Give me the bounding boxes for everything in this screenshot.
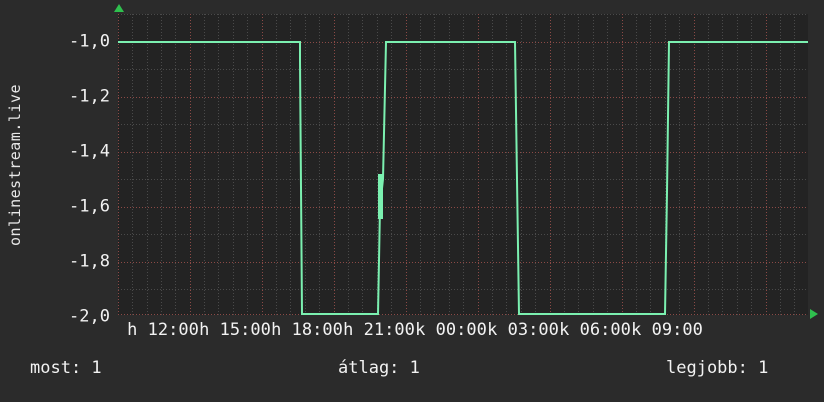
y-tick-label: -1,6 <box>69 196 110 217</box>
y-axis-title-text: onlinestream.live <box>6 83 24 247</box>
stat-average: átlag: 1 <box>338 358 420 378</box>
x-tick-label: h 15:00 <box>199 320 271 340</box>
x-axis-tick-labels: h 12:00 h 15:00 h 18:00 h 21:00 k 00:00 … <box>0 320 824 344</box>
y-tick-label: -1,0 <box>69 31 110 52</box>
y-tick-label: -1,4 <box>69 141 110 162</box>
y-tick-label: -1,2 <box>69 86 110 107</box>
x-tick-label: k 09:00 <box>631 320 703 340</box>
stats-row: most: 1 átlag: 1 legjobb: 1 <box>0 358 824 388</box>
y-tick-label: -2,0 <box>69 306 110 327</box>
x-tick-label: k 06:00 <box>559 320 631 340</box>
y-tick-label: -1,8 <box>69 251 110 272</box>
y-axis-title: onlinestream.live <box>0 0 30 330</box>
data-series-line <box>118 41 808 315</box>
x-tick-label: h 12:00 <box>127 320 199 340</box>
stat-best: legjobb: 1 <box>666 358 769 378</box>
triangle-up-icon <box>114 4 124 12</box>
y-axis-tick-labels: -1,0 -1,2 -1,4 -1,6 -1,8 -2,0 <box>36 14 110 325</box>
x-tick-label: h 18:00 <box>271 320 343 340</box>
plot-area[interactable] <box>118 14 808 315</box>
stat-current: most: 1 <box>30 358 102 378</box>
x-tick-label: k 03:00 <box>487 320 559 340</box>
triangle-right-icon <box>810 309 818 319</box>
x-tick-label: h 21:00 <box>343 320 415 340</box>
x-tick-label: k 00:00 <box>415 320 487 340</box>
